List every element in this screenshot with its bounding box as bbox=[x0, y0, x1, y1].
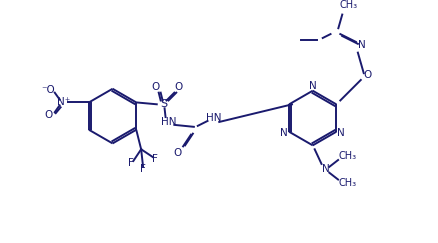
Text: N: N bbox=[321, 164, 329, 174]
Text: O: O bbox=[152, 82, 160, 92]
Text: N: N bbox=[358, 40, 366, 50]
Text: F: F bbox=[140, 164, 146, 174]
Text: HN: HN bbox=[205, 113, 221, 123]
Text: N: N bbox=[309, 81, 317, 91]
Text: CH₃: CH₃ bbox=[339, 178, 357, 189]
Text: O: O bbox=[174, 82, 182, 92]
Text: F: F bbox=[128, 158, 134, 168]
Text: HN: HN bbox=[161, 117, 176, 127]
Text: CH₃: CH₃ bbox=[339, 151, 357, 161]
Text: F: F bbox=[152, 154, 158, 164]
Text: S: S bbox=[160, 99, 167, 109]
Text: ⁻O: ⁻O bbox=[41, 85, 55, 95]
Text: O: O bbox=[45, 110, 53, 120]
Text: N⁺: N⁺ bbox=[57, 97, 70, 107]
Text: N: N bbox=[280, 128, 288, 138]
Text: O: O bbox=[364, 70, 372, 80]
Text: O: O bbox=[173, 148, 181, 158]
Text: CH₃: CH₃ bbox=[339, 0, 357, 10]
Text: N: N bbox=[337, 128, 345, 138]
